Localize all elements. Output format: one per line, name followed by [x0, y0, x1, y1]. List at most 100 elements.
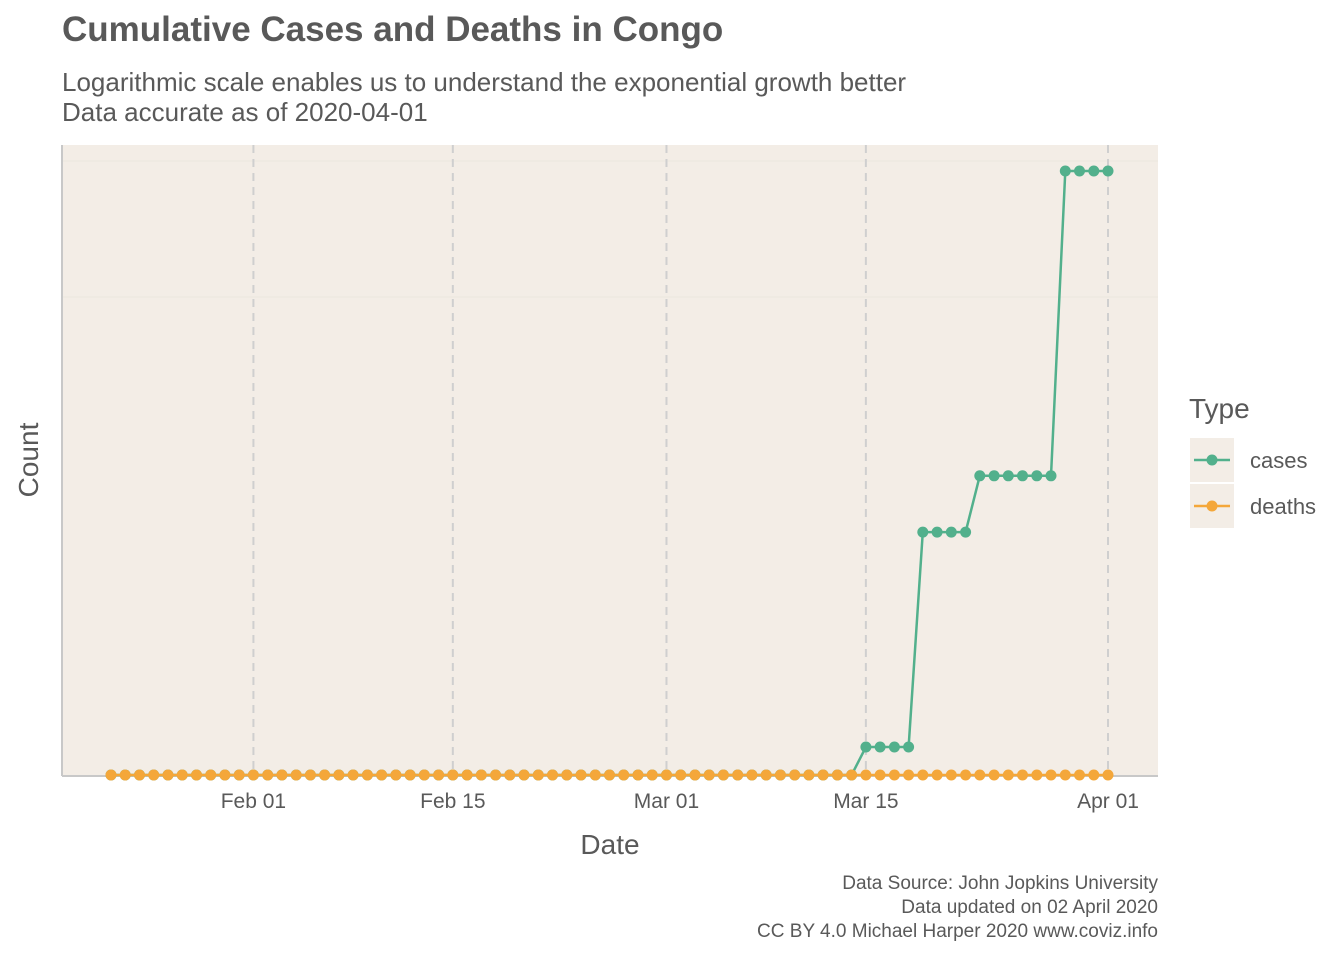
- data-point-deaths: [974, 769, 986, 781]
- data-point-cases: [917, 526, 929, 538]
- data-point-deaths: [319, 769, 331, 781]
- data-point-deaths: [846, 769, 858, 781]
- data-point-deaths: [803, 769, 815, 781]
- data-point-cases: [945, 526, 957, 538]
- data-point-deaths: [1017, 769, 1028, 781]
- x-tick-label: Feb 15: [420, 790, 485, 813]
- data-point-deaths: [632, 769, 644, 781]
- x-axis-label: Date: [580, 829, 639, 860]
- data-point-deaths: [675, 769, 687, 781]
- data-point-deaths: [661, 769, 672, 781]
- data-point-deaths: [233, 769, 245, 781]
- data-point-deaths: [475, 769, 487, 781]
- data-point-deaths: [703, 769, 715, 781]
- data-point-cases: [1088, 165, 1100, 177]
- data-point-cases: [1045, 470, 1057, 482]
- data-point-deaths: [376, 769, 388, 781]
- data-point-deaths: [931, 769, 943, 781]
- chart-title: Cumulative Cases and Deaths in Congo: [62, 10, 724, 49]
- series-deaths: [105, 769, 1114, 781]
- data-point-cases: [931, 526, 943, 538]
- plot-panel: [62, 145, 1158, 776]
- chart-subtitle-line2: Data accurate as of 2020-04-01: [62, 97, 428, 127]
- x-tick-label: Mar 15: [833, 790, 898, 813]
- chart-subtitle-line1: Logarithmic scale enables us to understa…: [62, 67, 907, 97]
- data-point-cases: [1074, 165, 1085, 177]
- data-point-deaths: [903, 769, 915, 781]
- chart-svg: Feb 01 Feb 15 Mar 01 Mar 15 Apr 01 Date Coun…: [13, 145, 1316, 860]
- data-point-deaths: [276, 769, 288, 781]
- data-point-deaths: [960, 769, 972, 781]
- data-point-deaths: [134, 769, 145, 781]
- data-point-deaths: [1059, 769, 1071, 781]
- data-point-deaths: [831, 769, 843, 781]
- data-point-deaths: [774, 769, 786, 781]
- data-point-deaths: [361, 769, 373, 781]
- legend-key-point: [1206, 454, 1218, 466]
- y-axis-label: Count: [13, 422, 44, 497]
- y-gridlines: [62, 160, 1158, 298]
- data-point-cases: [1031, 470, 1043, 482]
- data-point-deaths: [917, 769, 929, 781]
- legend: Type cases deaths: [1189, 393, 1316, 528]
- legend-label-cases: cases: [1250, 448, 1307, 473]
- data-point-cases: [1017, 470, 1028, 482]
- data-point-deaths: [304, 769, 316, 781]
- data-point-deaths: [760, 769, 772, 781]
- data-point-deaths: [945, 769, 957, 781]
- data-point-deaths: [1088, 769, 1100, 781]
- data-point-deaths: [789, 769, 801, 781]
- data-point-deaths: [347, 769, 359, 781]
- data-point-deaths: [746, 769, 758, 781]
- data-point-deaths: [532, 769, 544, 781]
- data-point-cases: [1002, 470, 1014, 482]
- caption-license: CC BY 4.0 Michael Harper 2020 www.coviz.…: [757, 921, 1158, 942]
- data-point-cases: [860, 741, 872, 753]
- legend-title: Type: [1189, 393, 1250, 424]
- data-point-deaths: [105, 769, 117, 781]
- data-point-deaths: [1102, 769, 1114, 781]
- data-point-deaths: [717, 769, 729, 781]
- data-point-cases: [1102, 165, 1114, 177]
- data-point-deaths: [290, 769, 302, 781]
- data-point-deaths: [604, 769, 615, 781]
- data-point-deaths: [247, 769, 259, 781]
- data-point-deaths: [461, 769, 473, 781]
- x-gridlines: [252, 145, 1109, 776]
- data-point-deaths: [433, 769, 445, 781]
- data-point-deaths: [575, 769, 587, 781]
- data-point-deaths: [561, 769, 573, 781]
- data-point-cases: [960, 526, 972, 538]
- data-point-deaths: [205, 769, 217, 781]
- data-point-deaths: [262, 769, 274, 781]
- data-point-deaths: [1002, 769, 1014, 781]
- data-point-cases: [903, 741, 915, 753]
- x-tick-labels: Feb 01 Feb 15 Mar 01 Mar 15 Apr 01: [221, 790, 1139, 813]
- data-point-deaths: [404, 769, 416, 781]
- data-point-deaths: [148, 769, 160, 781]
- data-point-cases: [874, 741, 886, 753]
- data-point-deaths: [646, 769, 658, 781]
- data-point-cases: [888, 741, 900, 753]
- data-point-deaths: [162, 769, 174, 781]
- data-point-deaths: [1074, 769, 1085, 781]
- data-point-deaths: [817, 769, 829, 781]
- data-point-deaths: [176, 769, 188, 781]
- data-point-deaths: [490, 769, 502, 781]
- data-point-deaths: [618, 769, 630, 781]
- data-point-deaths: [504, 769, 516, 781]
- data-point-deaths: [689, 769, 701, 781]
- data-point-deaths: [589, 769, 601, 781]
- data-point-deaths: [1045, 769, 1057, 781]
- series-layer: [105, 165, 1114, 781]
- legend-item-deaths: deaths: [1190, 484, 1316, 528]
- data-point-deaths: [1031, 769, 1043, 781]
- data-point-deaths: [333, 769, 345, 781]
- data-point-cases: [1059, 165, 1071, 177]
- caption-updated: Data updated on 02 April 2020: [901, 897, 1158, 918]
- data-point-deaths: [390, 769, 402, 781]
- data-point-deaths: [547, 769, 558, 781]
- data-point-deaths: [860, 769, 872, 781]
- data-point-cases: [974, 470, 986, 482]
- caption-source: Data Source: John Jopkins University: [842, 873, 1158, 894]
